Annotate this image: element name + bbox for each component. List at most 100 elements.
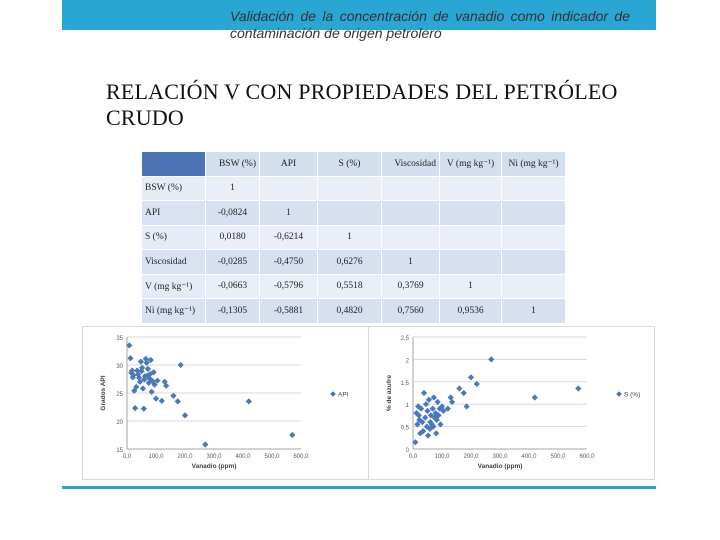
y-tick-label: 2,5 [401,336,410,342]
x-tick-label: 300,0 [206,454,222,460]
table-cell: -0,0824 [205,200,260,226]
table-row: API -0,0824 1 [141,200,566,226]
header-title: Validación de la concentración de vanadi… [230,8,630,41]
table-cell: 0,3769 [381,273,440,299]
legend-marker [616,391,622,397]
y-tick-label: 0,5 [401,426,410,432]
legend-label: S (%) [624,392,640,399]
data-point [181,412,189,419]
y-tick-label: 1 [406,403,410,409]
column-header: Ni (mg kg⁻¹) [501,151,566,177]
row-header: V (mg kg⁻¹) [141,273,206,299]
y-tick-label: 2 [406,358,410,364]
row-header: API [141,200,206,226]
column-header: API [259,151,318,177]
table-row: S (%) 0,0180 -0,6214 1 [141,224,566,250]
data-point [245,398,252,405]
x-tick-label: 500,0 [264,454,280,460]
table-cell: 1 [381,249,440,275]
data-point [488,356,495,363]
table-cell: 1 [205,175,260,201]
table-cell: 1 [439,273,502,299]
data-point [158,397,165,404]
table-cell [501,175,566,201]
table-cell: 0,6276 [317,249,382,275]
column-header: Viscosidad [381,151,440,177]
table-cell [439,200,502,226]
data-point [420,389,428,397]
x-tick-label: 100,0 [148,454,164,460]
row-header: S (%) [141,224,206,250]
data-point [177,361,184,369]
table-cell [381,200,440,226]
data-point [139,385,147,392]
table-row: Viscosidad -0,0285 -0,4750 0,6276 1 [141,249,566,275]
data-point [127,355,134,362]
x-axis-label: Vanadio (ppm) [478,463,523,470]
column-header: BSW (%) [205,151,260,177]
table-row: BSW (%) 1 [141,175,566,201]
table-cell: 0,5518 [317,273,382,299]
data-point [170,392,177,399]
table-cell: -0,0663 [205,273,260,299]
row-header: Viscosidad [141,249,206,275]
x-tick-label: 300,0 [492,454,508,460]
legend-marker [330,391,336,397]
chart-sulfur-vs-vanadium: 0 0,5 1 1,5 2 2,5 0,0 100,0 200,0 300,0 400,0 500,0… [368,326,655,480]
table-cell [317,200,382,226]
x-tick-label: 600,0 [579,454,595,460]
x-tick-label: 200,0 [463,454,479,460]
data-point [467,374,475,381]
table-cell [381,175,440,201]
correlation-table: BSW (%) API S (%) Viscosidad V (mg kg⁻¹)… [141,151,566,324]
table-cell [439,249,502,275]
x-tick-label: 500,0 [550,454,566,460]
table-cell [439,224,502,250]
chart-api-svg: 15 20 25 30 35 0,0 100,0 200,0 300,0 400,0 500,0 60… [100,336,349,470]
table-cell [439,175,502,201]
table-cell [501,249,566,275]
table-cell [501,200,566,226]
header-bar [62,0,656,30]
table-cell: 0,4820 [317,298,382,324]
x-tick-label: 0,0 [409,454,418,460]
data-point [424,432,432,439]
data-point [174,398,181,405]
data-point [137,358,145,365]
x-tick-label: 400,0 [521,454,537,460]
y-axis-label: % de azufre [386,375,393,412]
row-header: Ni (mg kg⁻¹) [141,298,206,324]
table-cell: -0,5881 [259,298,318,324]
table-cell [501,224,566,250]
data-point [433,430,440,437]
column-header: V (mg kg⁻¹) [439,151,502,177]
y-tick-label: 15 [116,448,123,454]
y-axis-label: Grados API [100,375,107,410]
data-point [132,405,139,412]
y-tick-label: 30 [116,364,123,370]
chart-sulfur-svg: 0 0,5 1 1,5 2 2,5 0,0 100,0 200,0 300,0 400,0 500,0… [386,336,640,470]
table-cell [501,273,566,299]
table-cell: 1 [317,224,382,250]
x-tick-label: 0,0 [123,454,132,460]
table-row: V (mg kg⁻¹) -0,0663 -0,5796 0,5518 0,3769 1 [141,273,566,299]
data-point [289,431,296,439]
x-tick-label: 200,0 [177,454,193,460]
table-cell [381,224,440,250]
data-point [531,394,538,401]
table-cell: -0,6214 [259,224,318,250]
bottom-rule [62,486,656,489]
table-cell: 0,9536 [439,298,502,324]
table-cell: -0,4750 [259,249,318,275]
legend-label: API [338,392,349,399]
table-cell: -0,0285 [205,249,260,275]
table-cell: -0,5796 [259,273,318,299]
x-axis-label: Vanadio (ppm) [192,463,237,470]
x-tick-label: 600,0 [293,454,309,460]
x-tick-label: 400,0 [235,454,251,460]
table-cell: 1 [501,298,566,324]
data-point [152,395,160,402]
table-cell [259,175,318,201]
table-cell: 1 [259,200,318,226]
table-corner-cell [141,151,206,177]
